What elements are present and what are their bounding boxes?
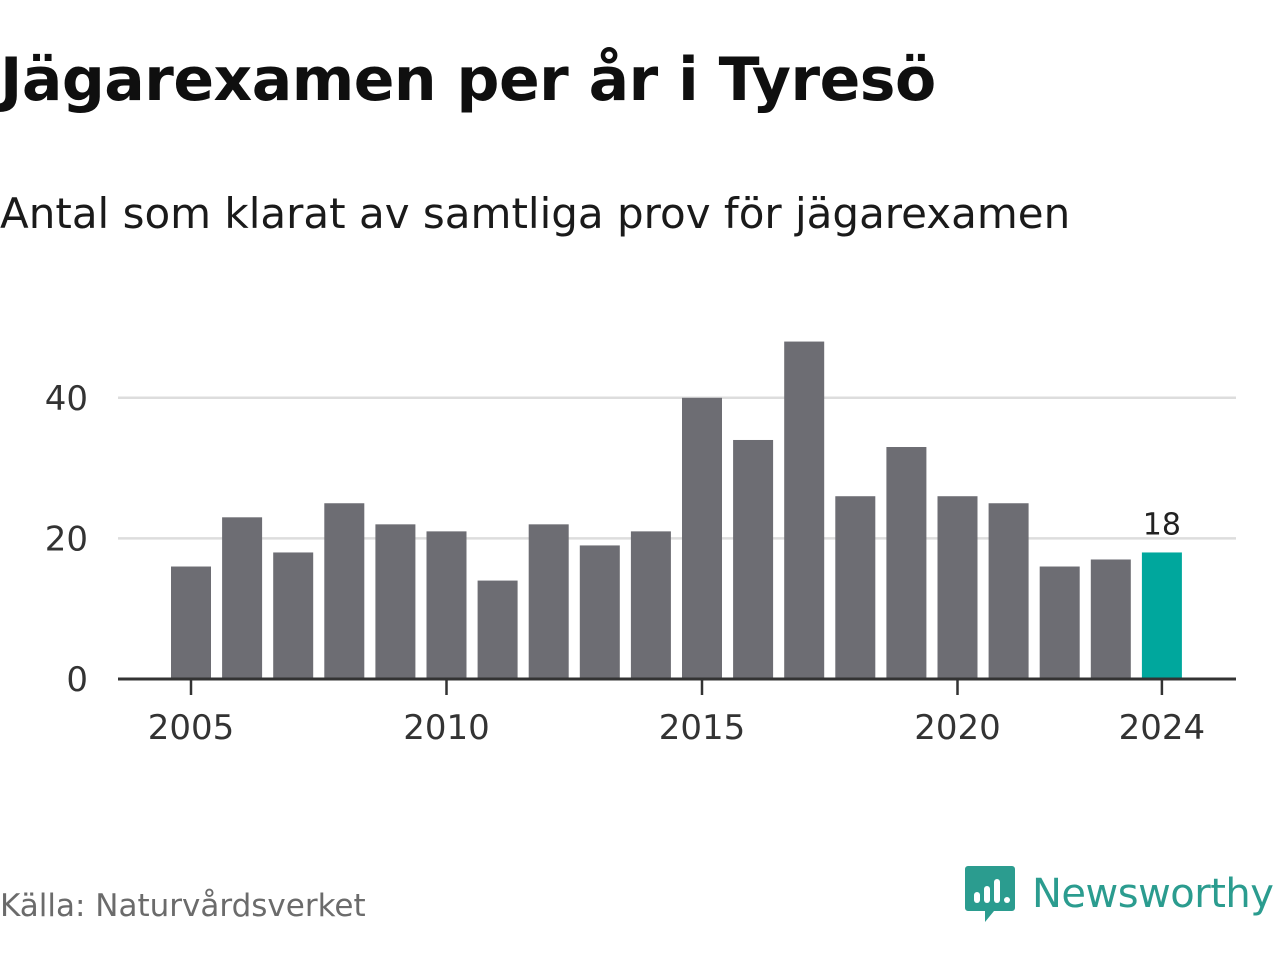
bar-2019 [886, 447, 927, 679]
chart-title: Jägarexamen per år i Tyresö [0, 45, 936, 115]
brand-name: Newsworthy [1032, 871, 1274, 917]
brand-logo: Newsworthy [964, 862, 1274, 926]
x-tick-label-2010: 2010 [403, 708, 490, 748]
bar-2014 [630, 531, 671, 679]
bar-2018 [835, 496, 876, 679]
bar-2020 [937, 496, 978, 679]
x-axis-labels: 2005 2010 2015 2020 2024 [148, 708, 1205, 748]
chart-subtitle: Antal som klarat av samtliga prov för jä… [0, 189, 1071, 238]
data-label-2024: 18 [1143, 507, 1181, 542]
bar-2010 [426, 531, 467, 679]
y-tick-label-20: 20 [45, 519, 88, 559]
bar-2017 [784, 341, 825, 679]
y-tick-label-40: 40 [45, 379, 88, 419]
bar-2023 [1090, 559, 1131, 679]
data-labels: 18 [1143, 507, 1181, 542]
bar-2011 [477, 580, 518, 679]
bar-2012 [528, 524, 569, 679]
x-tick-label-2020: 2020 [914, 708, 1001, 748]
bar-2024 [1141, 552, 1182, 679]
x-tick-label-2005: 2005 [148, 708, 235, 748]
bar-2005 [171, 566, 211, 679]
bar-2009 [375, 524, 416, 679]
bars [171, 341, 1182, 679]
bar-2008 [324, 503, 365, 679]
grid-lines [118, 396, 1236, 540]
bar-2022 [1039, 566, 1080, 679]
bar-chart: 0 20 40 2005 2010 2015 2020 2024 18 [45, 341, 1236, 748]
source-note: Källa: Naturvårdsverket [0, 888, 366, 924]
bar-2016 [733, 439, 774, 679]
bar-2021 [988, 503, 1029, 679]
bar-2013 [579, 545, 620, 679]
x-tick-label-2015: 2015 [659, 708, 746, 748]
newsworthy-logo-icon [965, 866, 1015, 922]
x-axis [118, 677, 1236, 695]
bar-2007 [273, 552, 314, 679]
x-tick-label-2024: 2024 [1119, 708, 1206, 748]
y-tick-label-0: 0 [66, 660, 88, 700]
bar-2006 [222, 517, 263, 679]
y-axis-labels: 0 20 40 [45, 379, 88, 700]
bar-2015 [682, 397, 722, 679]
